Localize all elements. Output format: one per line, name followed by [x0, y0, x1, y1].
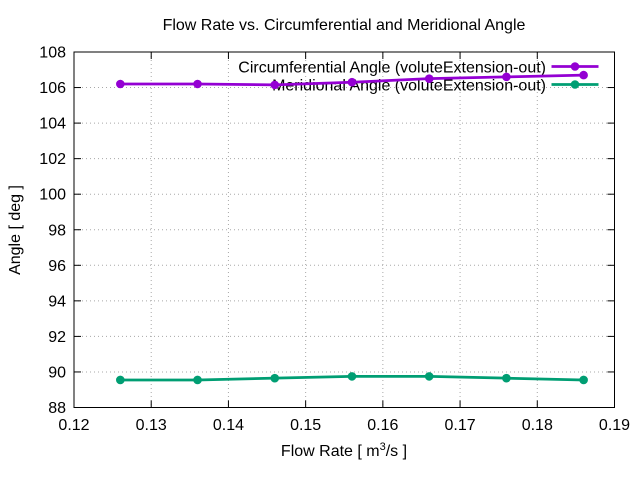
x-axis-label-pre: Flow Rate [ m [281, 443, 380, 460]
legend-sample-marker [570, 80, 580, 89]
x-tick-label: 0.17 [445, 417, 476, 434]
y-tick-label: 100 [39, 187, 66, 204]
x-tick-label: 0.14 [213, 417, 244, 434]
y-tick-label: 92 [48, 329, 66, 346]
data-point-series-1 [347, 372, 357, 381]
data-point-series-1 [193, 375, 202, 385]
data-point-series-0 [116, 79, 125, 89]
data-point-series-0 [502, 72, 511, 82]
axes-layer: 0.12 0.13 0.14 0.15 0.16 0.17 0.18 0.19 88 90 92 94… [39, 45, 630, 435]
y-tick-label: 108 [39, 45, 66, 62]
data-point-series-1 [424, 372, 434, 381]
y-tick-label: 106 [39, 80, 66, 97]
y-tick-label: 102 [39, 151, 66, 168]
data-point-series-0 [579, 70, 588, 80]
data-point-series-1 [116, 375, 125, 385]
x-axis-label-superscript: 3 [380, 441, 386, 453]
data-point-series-1 [270, 373, 280, 383]
x-tick-label: 0.16 [367, 417, 398, 434]
x-tick-label: 0.13 [136, 417, 167, 434]
data-point-series-1 [579, 375, 588, 385]
data-point-series-0 [424, 74, 434, 83]
y-tick-label: 90 [48, 364, 66, 381]
data-point-series-0 [270, 80, 280, 90]
data-point-series-0 [193, 79, 202, 89]
x-tick-label: 0.12 [58, 417, 89, 434]
plot-border [73, 51, 615, 408]
y-tick-label: 98 [48, 222, 66, 239]
series-layer [116, 70, 588, 385]
grid-layer [73, 51, 615, 408]
y-tick-label: 104 [39, 116, 66, 133]
data-point-series-0 [347, 77, 357, 87]
legend-sample-marker [570, 62, 580, 71]
y-tick-label: 94 [48, 293, 66, 310]
x-tick-label: 0.19 [599, 417, 630, 434]
x-axis-label: Flow Rate [ m3/s ] [281, 441, 407, 460]
x-axis-label-post: /s ] [386, 443, 407, 460]
x-tick-label: 0.15 [290, 417, 321, 434]
x-tick-label: 0.18 [522, 417, 553, 434]
legend-sample-layer [551, 62, 599, 89]
y-tick-label: 88 [48, 400, 66, 417]
legend-label-circumferential: Circumferential Angle (voluteExtension-o… [238, 60, 546, 77]
y-axis-label: Angle [ deg ] [7, 185, 24, 275]
data-point-series-1 [502, 373, 511, 383]
chart-title: Flow Rate vs. Circumferential and Meridi… [163, 17, 526, 34]
y-tick-label: 96 [48, 258, 66, 275]
